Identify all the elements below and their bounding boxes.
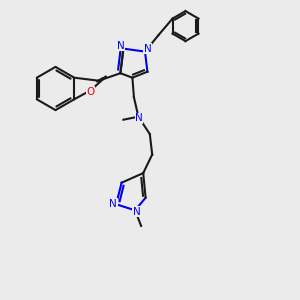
Text: N: N (135, 113, 143, 123)
Text: N: N (133, 207, 140, 217)
Text: N: N (143, 44, 151, 54)
Text: O: O (87, 87, 95, 97)
Text: N: N (117, 41, 125, 51)
Text: N: N (109, 199, 117, 209)
